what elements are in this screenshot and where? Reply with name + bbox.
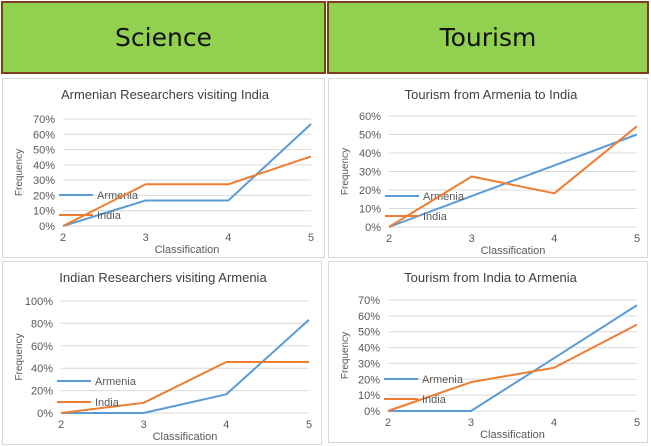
y-axis-label: Frequency	[14, 333, 25, 380]
y-axis-label: Frequency	[340, 148, 351, 195]
series-line-india	[388, 125, 638, 228]
y-tick-label: 0%	[37, 408, 53, 420]
x-axis-label: Classification	[481, 245, 546, 257]
y-tick-label: 50%	[359, 130, 381, 142]
y-tick-label: 40%	[358, 343, 380, 355]
x-tick-label: 4	[225, 232, 231, 244]
x-tick-label: 5	[634, 233, 640, 245]
y-tick-label: 50%	[358, 327, 380, 339]
x-tick-label: 5	[308, 232, 314, 244]
science-header-label: Science	[115, 23, 212, 52]
y-tick-label: 50%	[33, 145, 55, 157]
tourism-header-label: Tourism	[439, 23, 537, 52]
y-tick-label: 80%	[31, 318, 53, 330]
y-tick-label: 10%	[358, 390, 380, 402]
chart-tourism-armenia-to-india: Tourism from Armenia to India 0% 10% 20% 30%…	[328, 78, 648, 258]
y-tick-label: 40%	[31, 363, 53, 375]
y-tick-label: 60%	[31, 341, 53, 353]
y-tick-label: 0%	[364, 406, 380, 418]
series-line-india	[60, 361, 309, 414]
chart-title: Tourism from Armenia to India	[405, 87, 578, 102]
y-tick-label: 100%	[25, 296, 53, 308]
y-tick-label: 20%	[359, 185, 381, 197]
y-tick-label: 70%	[33, 114, 55, 126]
y-axis-label: Frequency	[340, 332, 351, 379]
y-tick-label: 20%	[31, 386, 53, 398]
y-tick-label: 0%	[39, 221, 55, 233]
y-tick-label: 60%	[358, 311, 380, 323]
legend-label: India	[97, 210, 122, 222]
x-tick-label: 3	[468, 417, 474, 429]
chart-svg: Tourism from Armenia to India 0% 10% 20% 30%…	[340, 87, 640, 257]
chart-armenian-researchers-visiting-india: Armenian Researchers visiting India 0% 10%…	[2, 78, 325, 258]
series-line-armenia	[61, 318, 310, 414]
chart-title: Tourism from India to Armenia	[404, 270, 577, 285]
y-tick-label: 70%	[358, 295, 380, 307]
x-tick-label: 5	[634, 417, 640, 429]
legend-label: Armenia	[422, 374, 464, 386]
series-line-india	[387, 323, 638, 412]
x-tick-label: 3	[143, 232, 149, 244]
y-tick-label: 20%	[33, 190, 55, 202]
y-tick-label: 10%	[359, 204, 381, 216]
x-tick-label: 5	[306, 419, 312, 431]
y-tick-label: 60%	[33, 129, 55, 141]
chart-title: Indian Researchers visiting Armenia	[59, 270, 267, 285]
x-tick-label: 4	[551, 417, 557, 429]
y-tick-label: 10%	[33, 206, 55, 218]
legend-label: India	[422, 394, 447, 406]
x-tick-label: 4	[223, 419, 229, 431]
y-axis-label: Frequency	[14, 149, 25, 196]
series-line-india	[62, 155, 312, 227]
legend-label: Armenia	[95, 376, 137, 388]
y-tick-label: 40%	[33, 160, 55, 172]
y-tick-label: 30%	[33, 175, 55, 187]
y-tick-label: 30%	[358, 358, 380, 370]
x-tick-label: 2	[385, 417, 391, 429]
chart-indian-researchers-visiting-armenia: Indian Researchers visiting Armenia 0% 20%…	[2, 261, 322, 445]
series-line-armenia	[388, 133, 638, 228]
x-tick-label: 3	[469, 233, 475, 245]
x-tick-label: 4	[551, 233, 557, 245]
series-line-armenia	[388, 304, 638, 412]
legend-label: India	[95, 397, 120, 409]
chart-svg: Armenian Researchers visiting India 0% 10%…	[14, 87, 314, 256]
x-axis-label: Classification	[155, 244, 220, 256]
x-tick-label: 2	[386, 233, 392, 245]
y-tick-label: 0%	[365, 222, 381, 234]
y-tick-label: 20%	[358, 374, 380, 386]
series-line-armenia	[62, 123, 312, 227]
chart-tourism-india-to-armenia: Tourism from India to Armenia 0% 10% 20% 30%…	[328, 261, 648, 443]
y-tick-label: 30%	[359, 167, 381, 179]
x-tick-label: 3	[141, 419, 147, 431]
x-tick-label: 2	[58, 419, 64, 431]
chart-svg: Tourism from India to Armenia 0% 10% 20% 30%…	[340, 270, 640, 441]
x-axis-label: Classification	[153, 431, 218, 443]
tourism-header: Tourism	[327, 1, 649, 74]
x-tick-label: 2	[60, 232, 66, 244]
y-tick-label: 60%	[359, 111, 381, 123]
science-header: Science	[1, 1, 326, 74]
chart-svg: Indian Researchers visiting Armenia 0% 20%…	[14, 270, 312, 443]
x-axis-label: Classification	[480, 429, 545, 441]
y-tick-label: 40%	[359, 148, 381, 160]
legend-label: India	[423, 211, 448, 223]
chart-title: Armenian Researchers visiting India	[61, 87, 270, 102]
